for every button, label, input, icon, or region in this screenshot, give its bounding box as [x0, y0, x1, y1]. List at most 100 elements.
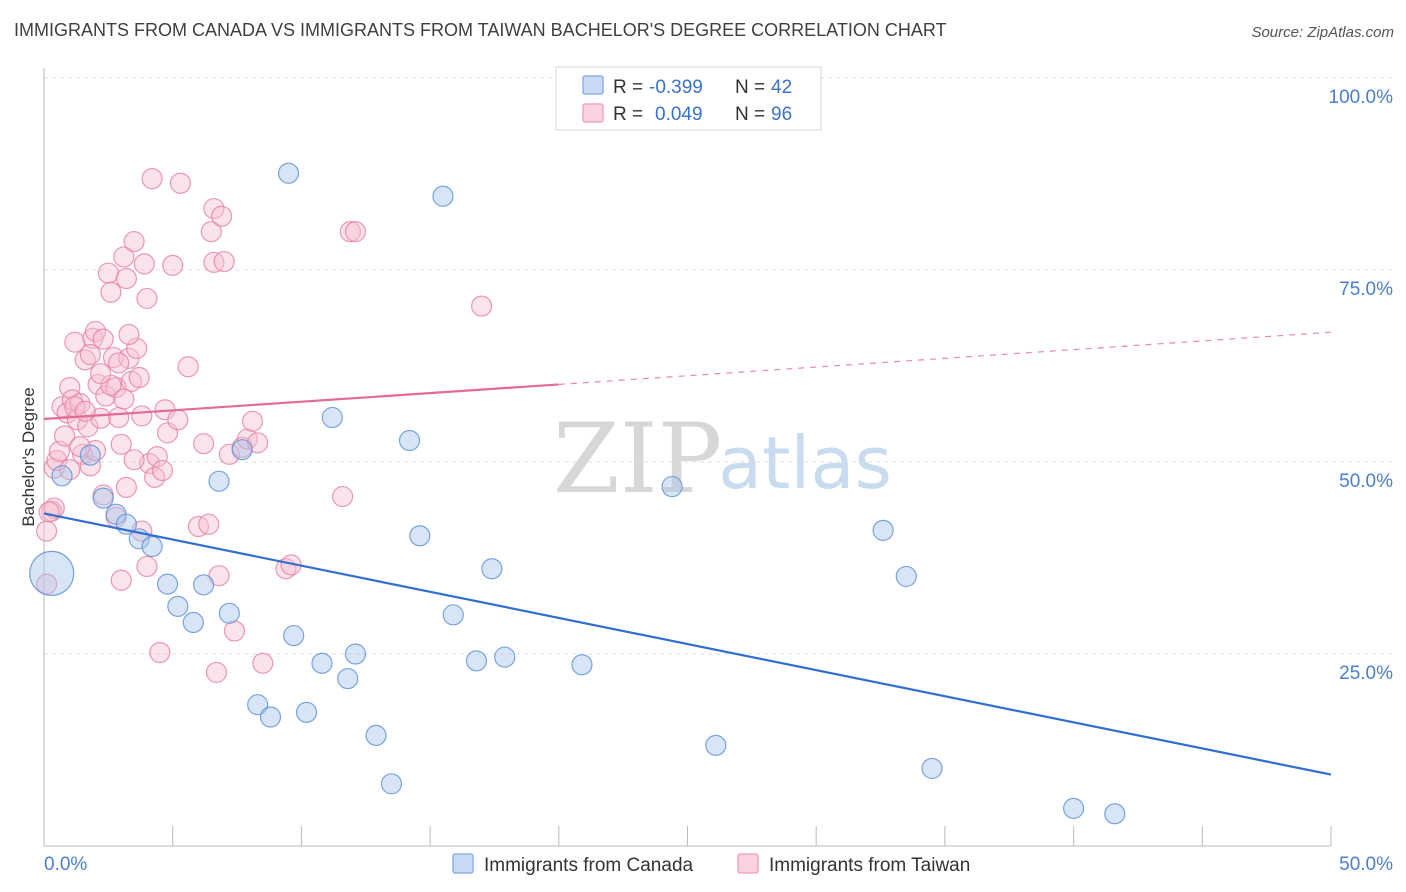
- canada-point: [167, 595, 189, 617]
- taiwan-point: [110, 569, 132, 591]
- canada-point: [231, 439, 253, 461]
- taiwan-point: [331, 485, 354, 508]
- taiwan-trend-line: [43, 383, 559, 421]
- taiwan-point: [90, 407, 112, 429]
- source-credit: Source: ZipAtlas.com: [1251, 24, 1394, 41]
- taiwan-point: [218, 443, 240, 465]
- canada-trend-line: [43, 512, 1332, 776]
- y-tick-labels: 25.0% 50.0% 75.0% 100.0%: [1329, 87, 1394, 684]
- canada-point: [872, 519, 894, 541]
- taiwan-point: [151, 459, 174, 482]
- taiwan-point: [167, 409, 189, 431]
- canada-point: [705, 734, 727, 756]
- taiwan-point: [113, 246, 135, 268]
- taiwan-point: [115, 267, 137, 290]
- taiwan-point: [136, 555, 158, 578]
- canada-point: [398, 429, 421, 452]
- taiwan-point: [126, 337, 148, 359]
- taiwan-point: [203, 197, 225, 220]
- taiwan-point: [43, 457, 65, 479]
- taiwan-trend-extension: [558, 331, 1332, 386]
- y-tick-label: 50.0%: [1339, 471, 1393, 492]
- taiwan-point: [241, 410, 264, 432]
- taiwan-point: [177, 356, 199, 378]
- canada-point: [51, 465, 73, 487]
- y-tick-label: 25.0%: [1339, 663, 1393, 684]
- stats-n-label-taiwan: N =: [735, 104, 765, 125]
- canada-point: [337, 667, 359, 690]
- taiwan-point: [97, 262, 119, 284]
- taiwan-point: [141, 168, 163, 190]
- canada-point: [218, 602, 240, 624]
- taiwan-point: [252, 652, 274, 674]
- canada-point: [442, 604, 464, 626]
- legend-label-taiwan: Immigrants from Taiwan: [769, 855, 970, 876]
- watermark-zip: ZIP: [553, 403, 722, 515]
- taiwan-point: [192, 432, 215, 455]
- taiwan-point: [92, 328, 114, 350]
- taiwan-point: [123, 449, 145, 471]
- stats-r-value-canada: -0.399: [649, 77, 703, 98]
- taiwan-point: [344, 221, 367, 243]
- canada-point: [192, 574, 215, 596]
- canada-point: [661, 475, 683, 498]
- stats-swatch-taiwan: [582, 103, 604, 123]
- taiwan-point: [213, 250, 235, 273]
- taiwan-point: [72, 443, 94, 465]
- taiwan-point: [90, 363, 112, 385]
- canada-point: [141, 535, 163, 558]
- taiwan-point: [108, 352, 130, 374]
- watermark-atlas: atlas: [718, 421, 892, 505]
- taiwan-point: [136, 287, 158, 310]
- stats-n-label-canada: N =: [735, 77, 765, 98]
- taiwan-point: [74, 400, 96, 422]
- x-tick-label-min: 0.0%: [44, 854, 87, 875]
- legend-label-canada: Immigrants from Canada: [484, 855, 694, 876]
- canada-point: [259, 706, 282, 728]
- canada-point: [283, 624, 305, 647]
- stats-n-value-canada: 42: [771, 77, 792, 98]
- canada-point: [344, 643, 367, 665]
- canada-point: [79, 444, 101, 466]
- series-taiwan-points: [35, 168, 493, 684]
- y-tick-label: 100.0%: [1329, 87, 1394, 108]
- taiwan-point: [66, 409, 89, 431]
- canada-point: [1104, 803, 1126, 825]
- taiwan-point: [339, 221, 361, 243]
- canada-point: [29, 550, 75, 596]
- taiwan-point: [208, 565, 230, 587]
- canada-point: [481, 558, 503, 580]
- canada-point: [465, 650, 488, 672]
- stats-n-value-taiwan: 96: [771, 104, 792, 125]
- taiwan-point: [108, 406, 130, 429]
- taiwan-point: [211, 205, 233, 227]
- legend-swatch-canada: [452, 853, 474, 874]
- canada-point: [1062, 797, 1085, 819]
- canada-point: [92, 487, 114, 509]
- taiwan-point: [100, 281, 122, 303]
- taiwan-point: [110, 433, 132, 455]
- y-tick-label: 75.0%: [1339, 279, 1393, 300]
- taiwan-point: [115, 476, 137, 498]
- canada-point: [156, 573, 179, 595]
- canada-point: [321, 406, 343, 429]
- taiwan-point: [35, 573, 58, 595]
- taiwan-point: [123, 230, 145, 253]
- taiwan-point: [247, 432, 269, 454]
- taiwan-point: [223, 620, 246, 642]
- taiwan-point: [113, 388, 135, 410]
- gridlines: [44, 77, 1393, 655]
- canada-point: [432, 185, 454, 207]
- taiwan-point: [118, 323, 140, 346]
- canada-point: [295, 701, 318, 723]
- taiwan-point: [53, 425, 76, 447]
- chart-title: IMMIGRANTS FROM CANADA VS IMMIGRANTS FRO…: [14, 20, 947, 40]
- taiwan-point: [79, 343, 101, 366]
- taiwan-point: [38, 501, 60, 523]
- taiwan-point: [200, 221, 222, 243]
- stats-r-label-taiwan: R =: [613, 104, 643, 125]
- taiwan-point: [169, 172, 192, 194]
- taiwan-point: [198, 513, 220, 535]
- canada-point: [277, 162, 300, 184]
